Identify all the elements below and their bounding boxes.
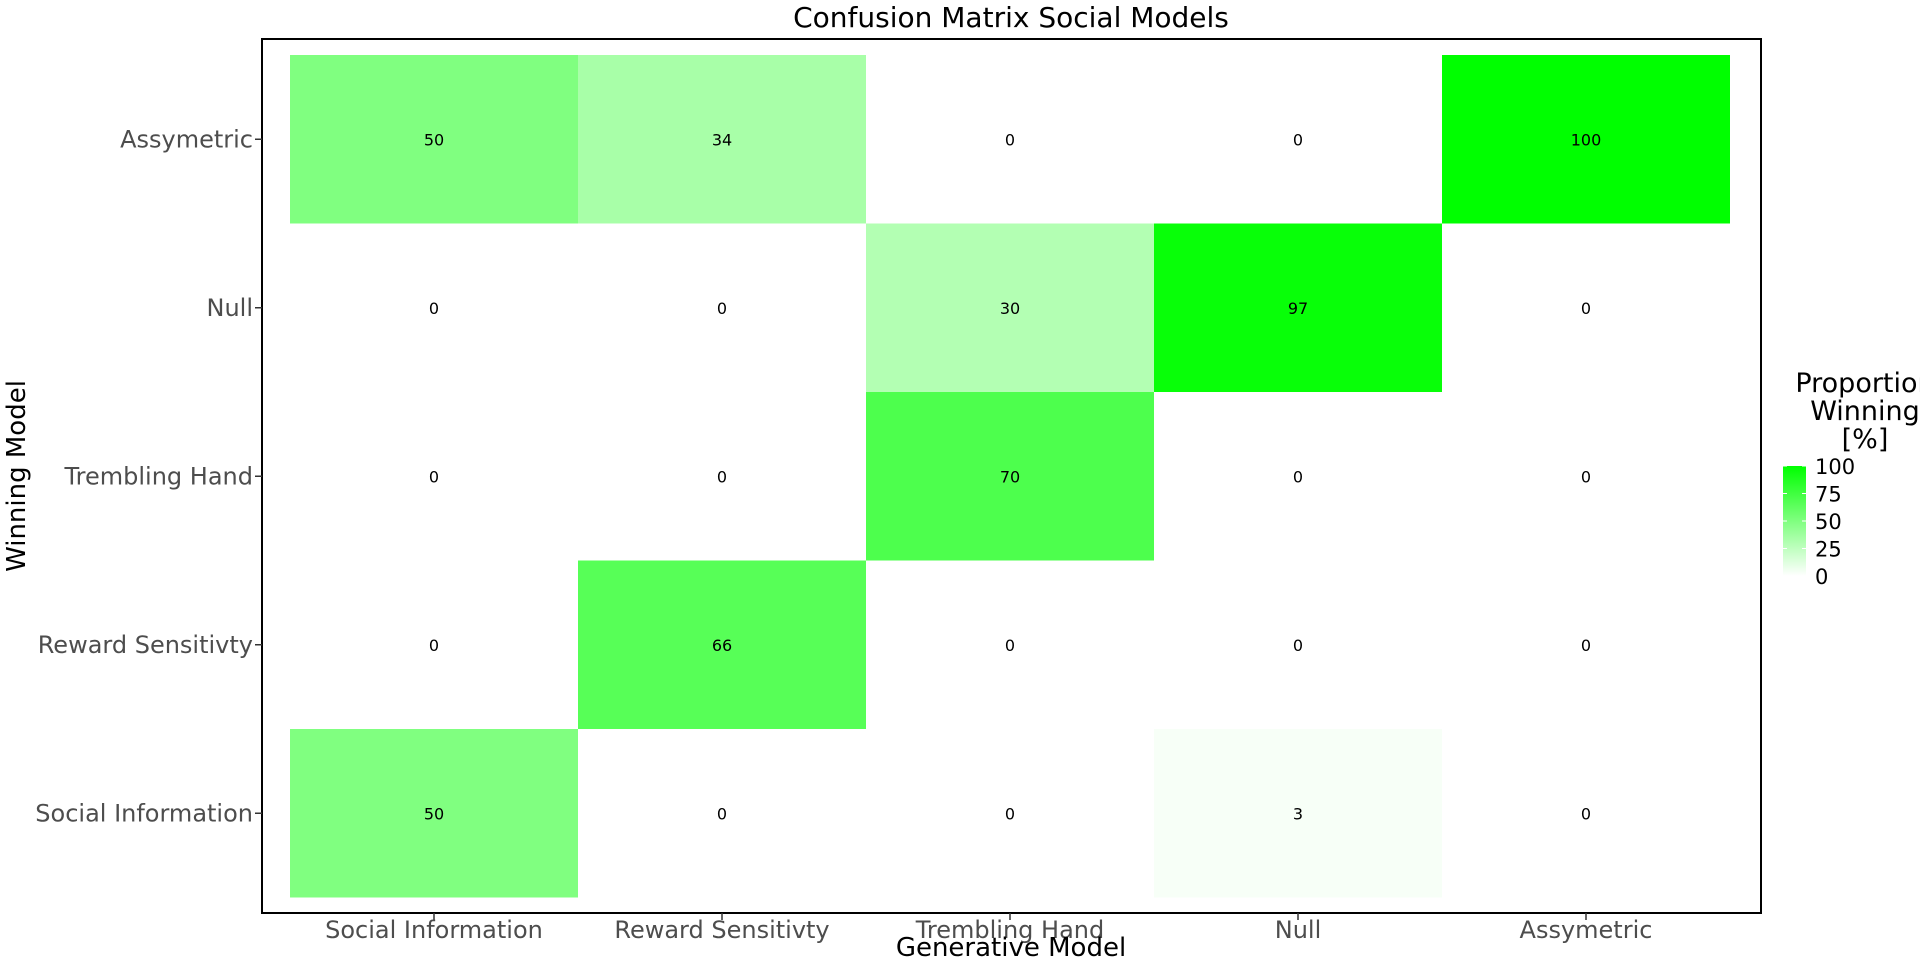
cell-value-label: 50 bbox=[424, 130, 444, 149]
cell-value-label: 66 bbox=[712, 636, 732, 655]
x-tick-label: Null bbox=[1275, 916, 1322, 944]
heatmap-cell bbox=[578, 729, 866, 898]
heatmap-cell bbox=[1154, 392, 1442, 561]
cell-value-label: 0 bbox=[429, 299, 439, 318]
y-tick-label: Trembling Hand bbox=[64, 462, 253, 490]
x-axis-title: Generative Model bbox=[896, 933, 1126, 960]
cell-value-label: 0 bbox=[1293, 130, 1303, 149]
cell-value-label: 34 bbox=[712, 130, 732, 149]
cell-value-label: 0 bbox=[717, 804, 727, 823]
cell-value-label: 70 bbox=[1000, 467, 1020, 486]
legend-tick-label: 0 bbox=[1815, 565, 1828, 589]
heatmap-cell bbox=[1442, 223, 1730, 392]
cell-value-label: 0 bbox=[1293, 467, 1303, 486]
heatmap-cell bbox=[290, 729, 578, 898]
cell-value-label: 0 bbox=[1005, 636, 1015, 655]
heatmap-cell bbox=[1442, 392, 1730, 561]
legend-title-line-3: [%] bbox=[1842, 424, 1889, 455]
y-tick-label: Reward Sensitivty bbox=[38, 631, 253, 659]
cell-value-label: 0 bbox=[717, 299, 727, 318]
heatmap-cell bbox=[866, 560, 1154, 729]
cell-value-label: 0 bbox=[429, 636, 439, 655]
legend-tick-label: 25 bbox=[1815, 538, 1842, 562]
heatmap-cell bbox=[1154, 729, 1442, 898]
cell-value-label: 3 bbox=[1293, 804, 1303, 823]
heatmap-cell bbox=[1154, 55, 1442, 224]
cell-value-label: 0 bbox=[1005, 130, 1015, 149]
heatmap-cell bbox=[866, 55, 1154, 224]
y-axis-title: Winning Model bbox=[2, 380, 32, 572]
x-axis-ticks: Social Information Reward Sensitivty Tremb… bbox=[325, 913, 1652, 944]
legend-title-line-2: Winning bbox=[1810, 396, 1920, 427]
cell-value-label: 50 bbox=[424, 804, 444, 823]
y-tick-label: Null bbox=[207, 294, 254, 322]
x-tick-label: Assymetric bbox=[1520, 916, 1653, 944]
heatmap-cell bbox=[1442, 729, 1730, 898]
heatmap-cell bbox=[290, 55, 578, 224]
heatmap-cell bbox=[290, 560, 578, 729]
heatmap-cells bbox=[290, 55, 1730, 898]
x-tick-label: Social Information bbox=[325, 916, 543, 944]
y-tick-label: Social Information bbox=[35, 799, 253, 827]
cell-value-label: 0 bbox=[1581, 299, 1591, 318]
cell-value-label: 30 bbox=[1000, 299, 1020, 318]
cell-value-label: 0 bbox=[1293, 636, 1303, 655]
cell-value-label: 97 bbox=[1288, 299, 1308, 318]
legend-ticks: 0 25 50 75 100 bbox=[1783, 455, 1855, 589]
legend-title-line-1: Proportion bbox=[1795, 368, 1920, 399]
legend-color-bar bbox=[1783, 466, 1806, 576]
heatmap-cell bbox=[866, 223, 1154, 392]
cell-value-label: 100 bbox=[1571, 130, 1602, 149]
heatmap-cell bbox=[578, 392, 866, 561]
heatmap-cell bbox=[290, 223, 578, 392]
legend-tick-label: 50 bbox=[1815, 510, 1842, 534]
legend-tick-label: 100 bbox=[1815, 455, 1855, 479]
heatmap-cell bbox=[1442, 560, 1730, 729]
y-axis-ticks: Social Information Reward Sensitivty Tremb… bbox=[35, 125, 262, 827]
heatmap-cell bbox=[290, 392, 578, 561]
cell-value-label: 0 bbox=[1581, 636, 1591, 655]
heatmap-cell bbox=[578, 55, 866, 224]
y-tick-label: Assymetric bbox=[120, 125, 253, 153]
cell-value-label: 0 bbox=[717, 467, 727, 486]
chart-title: Confusion Matrix Social Models bbox=[793, 1, 1229, 34]
heatmap-cell bbox=[1442, 55, 1730, 224]
heatmap-cell bbox=[866, 729, 1154, 898]
cell-value-label: 0 bbox=[1581, 804, 1591, 823]
cell-value-label: 0 bbox=[429, 467, 439, 486]
color-legend: Proportion Winning [%] 0 25 50 75 100 bbox=[1783, 368, 1920, 589]
heatmap-cell bbox=[578, 223, 866, 392]
heatmap-cell bbox=[578, 560, 866, 729]
heatmap-cell bbox=[1154, 560, 1442, 729]
heatmap-cell bbox=[866, 392, 1154, 561]
heatmap-cell bbox=[1154, 223, 1442, 392]
heatmap-cell-labels: 50 0 0 3 00 66 0 0 00 0 70 0 00 0 30 97 050 34 0 0 100 bbox=[424, 130, 1601, 823]
legend-tick-label: 75 bbox=[1815, 483, 1842, 507]
x-tick-label: Trembling Hand bbox=[915, 916, 1104, 944]
x-tick-label: Reward Sensitivty bbox=[614, 916, 829, 944]
cell-value-label: 0 bbox=[1005, 804, 1015, 823]
cell-value-label: 0 bbox=[1581, 467, 1591, 486]
